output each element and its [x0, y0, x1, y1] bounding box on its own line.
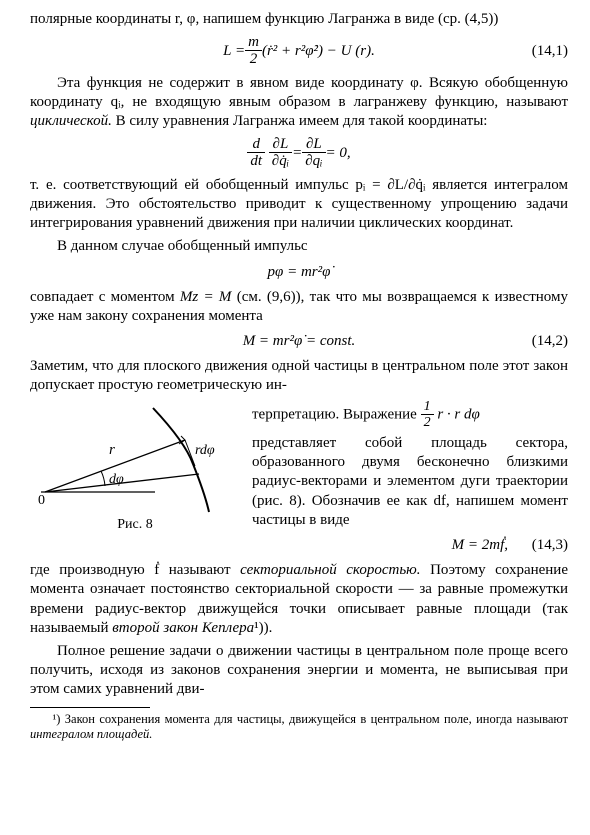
figure-8-svg: 0 r dφ rdφ	[35, 404, 235, 514]
fig-label-rdphi: rdφ	[195, 443, 215, 458]
eq1-number: (14,1)	[532, 42, 568, 61]
equation-14-2: M = mr²φ̇ = const. (14,2)	[30, 332, 568, 351]
equation-pphi: pφ = mr²φ̇	[30, 263, 568, 282]
eq2b-den: ∂q̇ᵢ	[269, 153, 292, 170]
para-2-em: циклической.	[30, 113, 112, 129]
eq1-rest: (ṙ² + r²φ̇²) − U (r).	[262, 42, 375, 61]
footnote-1: ¹) Закон сохранения момента для частицы,…	[30, 712, 568, 742]
eq2b-num: ∂L	[269, 137, 292, 153]
p7a: где производную ḟ называют	[30, 562, 240, 578]
fig-label-dphi: dφ	[109, 472, 124, 487]
fn-em: интегралом площадей.	[30, 727, 152, 741]
eq5-body: M = 2mḟ,	[452, 536, 508, 555]
para-2: Эта функция не содержит в явном виде коо…	[30, 74, 568, 132]
eq2-frac1: d dt	[247, 137, 265, 170]
eq2-eq1: =	[292, 144, 302, 163]
para-2b: В силу уравнения Лагранжа имеем для тако…	[112, 113, 488, 129]
equation-14-1: L = m 2 (ṙ² + r²φ̇²) − U (r). (14,1)	[30, 35, 568, 68]
eq3-body: pφ = mr²φ̇	[268, 263, 331, 282]
p7c: ¹)).	[254, 620, 272, 636]
para-3: т. е. соответствующий ей обобщенный импу…	[30, 176, 568, 234]
w1-num: 1	[421, 400, 434, 415]
eq1-lhs: L =	[223, 42, 245, 61]
eq2c-den: ∂qᵢ	[302, 153, 325, 170]
figure-8: 0 r dφ rdφ Рис. 8	[30, 404, 240, 534]
fn-text: ¹) Закон сохранения момента для частицы,…	[53, 712, 569, 726]
para-5a: совпадает с моментом	[30, 289, 180, 305]
w1b: r · r dφ	[434, 406, 480, 422]
w1-frac: 12	[421, 400, 434, 430]
eq4-body: M = mr²φ̇ = const.	[243, 332, 356, 351]
fig-label-O: 0	[38, 493, 45, 508]
para-5: совпадает с моментом Mz = M (см. (9,6)),…	[30, 288, 568, 326]
para-6: Заметим, что для плоского движения одной…	[30, 357, 568, 395]
eq2-frac2: ∂L ∂q̇ᵢ	[269, 137, 292, 170]
para-4: В данном случае обобщенный импульс	[30, 237, 568, 256]
eq2c-num: ∂L	[302, 137, 325, 153]
eq2-frac3: ∂L ∂qᵢ	[302, 137, 325, 170]
eq4-number: (14,2)	[532, 332, 568, 351]
w1-den: 2	[421, 415, 434, 430]
para-5b: Mz = M	[180, 289, 232, 305]
eq1-num: m	[245, 35, 262, 51]
eq1-frac: m 2	[245, 35, 262, 68]
eq2-end: = 0,	[326, 144, 351, 163]
para-2a: Эта функция не содержит в явном виде коо…	[30, 75, 568, 110]
eq2a-num: d	[247, 137, 265, 153]
para-8: Полное решение задачи о движении частицы…	[30, 642, 568, 700]
para-7: где производную ḟ называют секториальной…	[30, 561, 568, 638]
eq2a-den: dt	[247, 153, 265, 170]
eq1-den: 2	[245, 51, 262, 68]
equation-cyclic: d dt ∂L ∂q̇ᵢ = ∂L ∂qᵢ = 0,	[30, 137, 568, 170]
figure-8-caption: Рис. 8	[30, 516, 240, 534]
p7-em: секториальной скоростью.	[240, 562, 420, 578]
para-1: полярные координаты r, φ, напишем функци…	[30, 10, 568, 29]
wrapped-section: 0 r dφ rdφ Рис. 8 терпретацию. Выражение…	[30, 400, 568, 562]
w1a: терпретацию. Выражение	[252, 406, 421, 422]
equation-14-3: M = 2mḟ, (14,3)	[30, 536, 568, 555]
eq5-number: (14,3)	[532, 536, 568, 555]
fig-label-r: r	[109, 442, 115, 458]
p7-em2: второй закон Кеплера	[112, 620, 254, 636]
footnote-rule	[30, 707, 150, 708]
